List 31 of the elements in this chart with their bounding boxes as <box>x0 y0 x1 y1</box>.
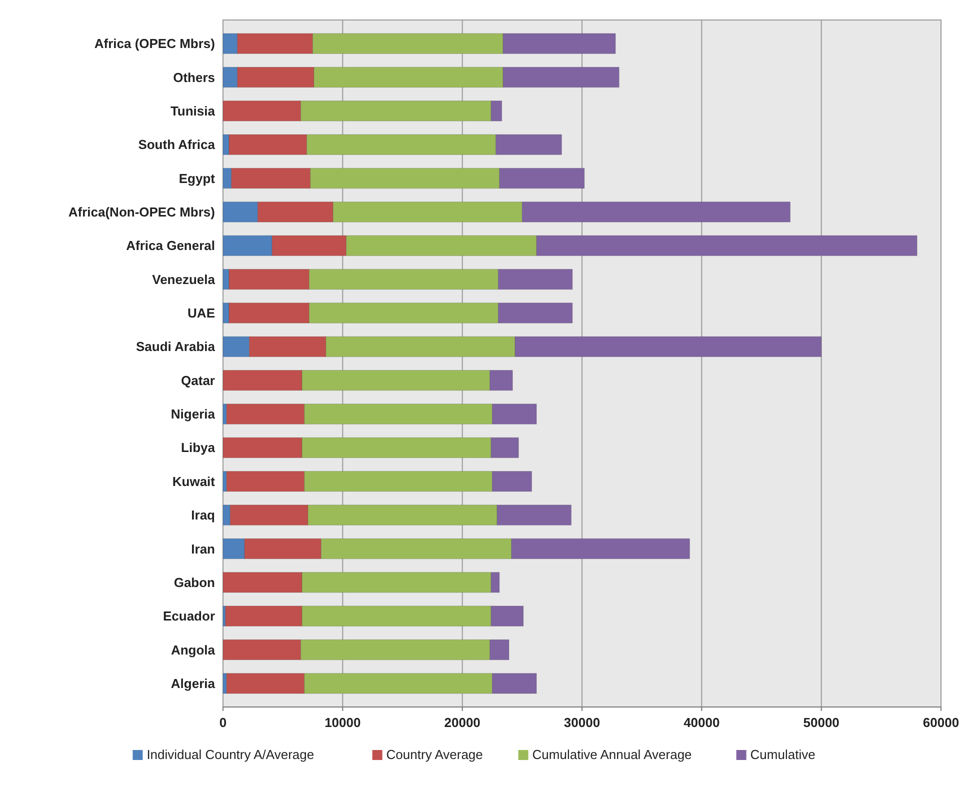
y-tick-label: Libya <box>181 440 216 456</box>
y-tick-label: Egypt <box>178 170 216 186</box>
y-tick-label: Africa (OPEC Mbrs) <box>94 36 215 52</box>
y-tick-label: Angola <box>170 642 216 658</box>
y-tick-label: Venezuela <box>152 272 216 287</box>
y-tick-label: Africa General <box>126 238 215 254</box>
y-tick-label: Tunisia <box>170 103 216 118</box>
x-tick-label: 20000 <box>444 715 480 730</box>
x-tick-label: 10000 <box>324 715 361 730</box>
x-tick-label: 60000 <box>922 715 960 730</box>
y-tick-label: Saudi Arabia <box>136 339 216 354</box>
x-tick-label: 30000 <box>564 715 600 730</box>
y-tick-label: Qatar <box>181 372 215 388</box>
x-tick-label: 0 <box>219 715 227 730</box>
y-tick-label: Ecuador <box>162 608 215 624</box>
y-tick-label: Algeria <box>170 676 216 691</box>
y-tick-label: South Africa <box>138 137 216 152</box>
legend-label: Cumulative <box>750 747 816 762</box>
y-tick-label: Africa(Non-OPEC Mbrs) <box>68 204 215 220</box>
x-tick-label: 50000 <box>803 715 840 730</box>
legend-label: Cumulative Annual Average <box>532 747 692 762</box>
y-tick-label: Others <box>173 70 215 85</box>
x-tick-label: 40000 <box>684 715 720 730</box>
legend-label: Country Average <box>386 747 483 762</box>
y-tick-label: Iran <box>191 541 216 556</box>
y-tick-label: Iraq <box>191 508 216 523</box>
y-tick-label: Nigeria <box>170 406 216 422</box>
legend-label: Individual Country A/Average <box>146 747 314 762</box>
y-tick-label: Gabon <box>174 574 216 590</box>
y-tick-label: UAE <box>188 306 216 321</box>
y-tick-label: Kuwait <box>172 474 216 489</box>
